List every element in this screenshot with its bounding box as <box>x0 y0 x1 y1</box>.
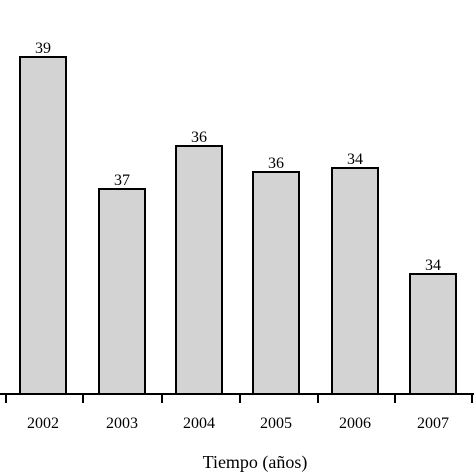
x-ticks-group <box>5 394 473 403</box>
data-label-2007: 34 <box>425 257 441 274</box>
bars-group <box>19 56 457 395</box>
data-label-2004: 36 <box>191 129 207 146</box>
x-tick-label-2007: 2007 <box>417 415 449 432</box>
data-label-2002: 39 <box>35 40 51 57</box>
data-label-2003: 37 <box>114 172 130 189</box>
x-tick-label-2006: 2006 <box>339 415 371 432</box>
data-label-2006: 34 <box>347 151 363 168</box>
bar-2006 <box>331 167 379 395</box>
bar-2005 <box>252 171 300 395</box>
x-tick-label-2003: 2003 <box>106 415 138 432</box>
x-tick-label-2002: 2002 <box>27 415 59 432</box>
bar-2003 <box>98 188 146 395</box>
x-tick-labels-group: 2002 2003 2004 2005 2006 2007 <box>27 415 449 432</box>
x-axis-title: Tiempo (años) <box>203 452 308 473</box>
data-label-2005: 36 <box>268 155 284 172</box>
x-tick-label-2005: 2005 <box>260 415 292 432</box>
bar-2002 <box>19 56 67 395</box>
data-labels-group: 39 37 36 36 34 34 <box>35 40 441 274</box>
bar-2004 <box>175 145 223 395</box>
bar-2007 <box>409 273 457 395</box>
x-tick-label-2004: 2004 <box>183 415 215 432</box>
